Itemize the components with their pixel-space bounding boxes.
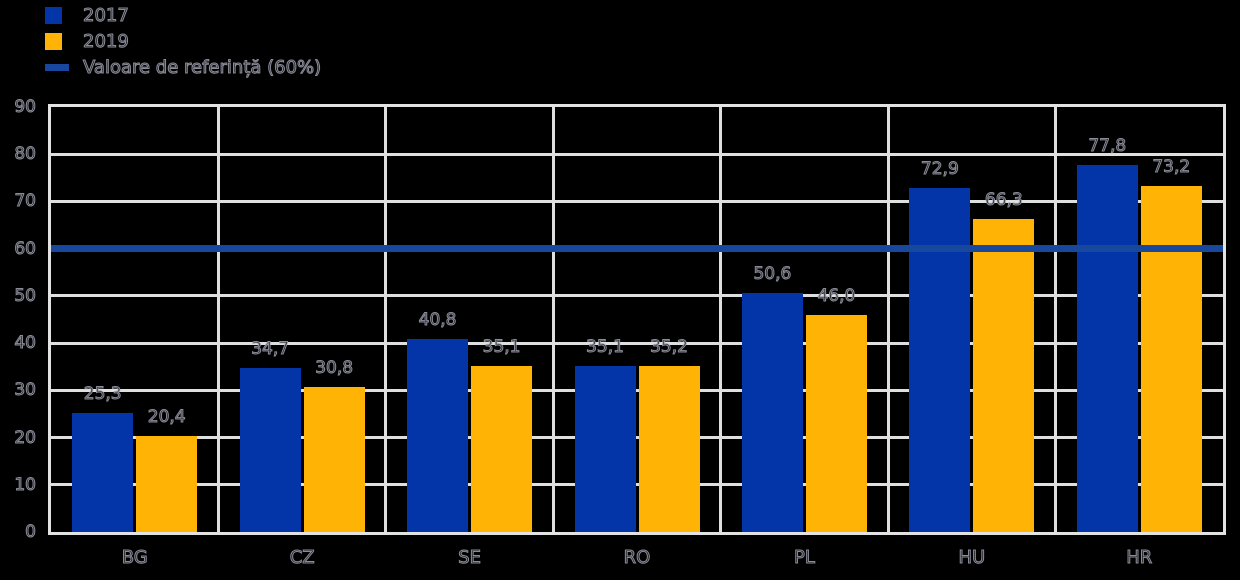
gridline-y-80 xyxy=(51,152,1223,156)
chart-legend: 2017 2019 Valoare de referință (60%) xyxy=(45,2,322,80)
gridline-y-30 xyxy=(51,388,1223,392)
bar-value-2019-RO: 35,2 xyxy=(650,336,689,357)
reference-line-60 xyxy=(51,245,1223,253)
gridline-y-20 xyxy=(51,436,1223,440)
bar-2017-RO xyxy=(574,366,636,532)
bar-2019-SE xyxy=(471,366,533,532)
legend-item-reference: Valoare de referință (60%) xyxy=(45,54,322,80)
y-tick-label-30: 30 xyxy=(14,380,37,401)
y-tick-label-90: 90 xyxy=(14,97,37,118)
bar-2019-CZ xyxy=(303,386,365,532)
bar-2017-PL xyxy=(741,293,803,532)
y-tick-label-10: 10 xyxy=(14,474,37,495)
bar-value-2019-PL: 46,0 xyxy=(817,285,856,306)
bar-value-2017-RO: 35,1 xyxy=(586,337,625,358)
gridline-y-50 xyxy=(51,294,1223,298)
y-tick-label-50: 50 xyxy=(14,285,37,306)
legend-swatch-reference-line xyxy=(45,63,69,71)
legend-label-reference: Valoare de referință (60%) xyxy=(82,56,322,78)
bar-2019-HR xyxy=(1140,186,1202,532)
x-tick-label-CZ: CZ xyxy=(289,547,315,569)
y-tick-label-20: 20 xyxy=(14,427,37,448)
bar-value-2019-HR: 73,2 xyxy=(1152,157,1191,178)
bar-2019-BG xyxy=(136,435,198,532)
x-tick-label-PL: PL xyxy=(793,547,815,569)
bar-2017-HU xyxy=(909,187,971,532)
bar-2019-RO xyxy=(638,365,700,532)
bar-value-2019-HU: 66,3 xyxy=(984,189,1023,210)
legend-label-2017: 2017 xyxy=(83,4,130,26)
x-tick-label-SE: SE xyxy=(458,547,482,569)
bar-value-2019-CZ: 30,8 xyxy=(315,357,354,378)
gridline-x-5 xyxy=(886,107,890,532)
bar-value-2017-HU: 72,9 xyxy=(920,158,959,179)
bar-2019-PL xyxy=(805,314,867,532)
y-tick-label-80: 80 xyxy=(14,144,37,165)
gridline-y-40 xyxy=(51,341,1223,345)
x-tick-label-HR: HR xyxy=(1126,547,1153,569)
bar-value-2017-HR: 77,8 xyxy=(1088,135,1127,156)
bar-value-2017-SE: 40,8 xyxy=(418,310,457,331)
x-tick-label-HU: HU xyxy=(958,547,986,569)
gridline-x-6 xyxy=(1054,107,1058,532)
legend-swatch-box xyxy=(45,6,83,24)
legend-swatch-2019 xyxy=(45,32,62,50)
gridline-y-10 xyxy=(51,483,1223,487)
gridline-y-70 xyxy=(51,199,1223,203)
y-tick-label-40: 40 xyxy=(14,333,37,354)
y-axis: 0 10 20 30 40 50 60 70 80 90 xyxy=(0,0,42,580)
x-tick-label-BG: BG xyxy=(121,547,148,569)
legend-item-2019: 2019 xyxy=(45,28,321,54)
bar-value-2017-CZ: 34,7 xyxy=(251,339,290,360)
legend-swatch-box xyxy=(45,63,83,71)
bar-value-2017-PL: 50,6 xyxy=(753,264,792,285)
legend-label-2019: 2019 xyxy=(83,30,130,52)
bar-2017-HR xyxy=(1076,164,1138,532)
x-tick-label-RO: RO xyxy=(623,547,651,569)
gridline-x-4 xyxy=(719,107,723,532)
bar-value-2019-BG: 20,4 xyxy=(147,406,186,427)
gridline-x-1 xyxy=(216,107,220,532)
y-tick-label-0: 0 xyxy=(25,522,37,543)
bar-2017-SE xyxy=(407,339,469,532)
y-tick-label-60: 60 xyxy=(14,238,37,259)
gridline-x-2 xyxy=(384,107,388,532)
y-tick-label-70: 70 xyxy=(14,191,37,212)
plot-area: 25,3 20,4 34,7 30,8 40,8 35,1 35,1 35,2 50,6 46,0… xyxy=(48,104,1226,535)
legend-item-2017: 2017 xyxy=(45,2,321,28)
bar-2017-CZ xyxy=(239,368,301,532)
legend-swatch-2017 xyxy=(45,6,62,24)
bar-value-2019-SE: 35,1 xyxy=(482,337,521,358)
bar-2019-HU xyxy=(973,218,1035,532)
bar-2017-BG xyxy=(72,412,134,532)
legend-swatch-box xyxy=(45,32,83,50)
gridline-x-3 xyxy=(551,107,555,532)
bar-value-2017-BG: 25,3 xyxy=(83,383,122,404)
